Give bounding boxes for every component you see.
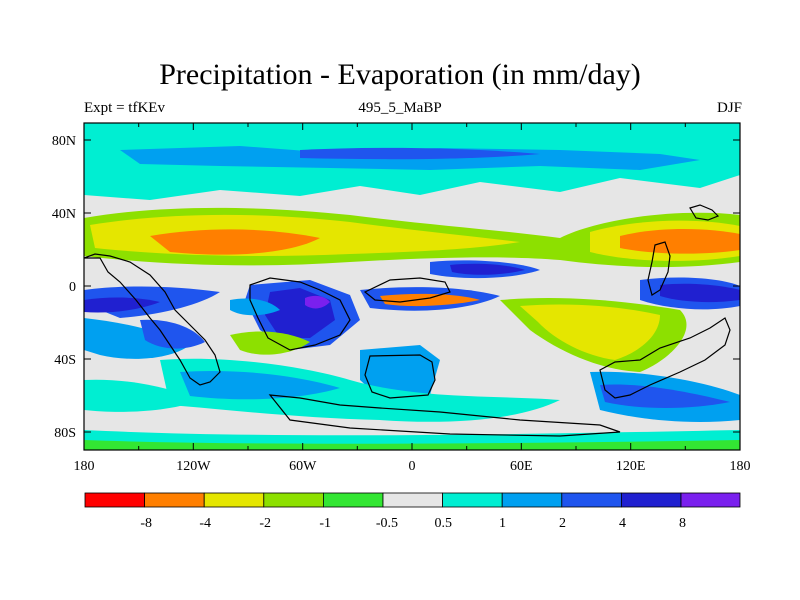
colorbar-label: 2 [559,516,566,531]
colorbar-label: -4 [199,516,211,531]
colorbar-box [322,492,384,508]
colorbar-box [84,492,145,508]
colorbar-box [263,492,324,508]
colorbar-box [501,492,563,508]
y-tick-label: 80N [52,134,76,149]
y-tick-label: 80S [54,426,76,441]
x-tick-label: 120W [176,459,211,474]
colorbar-label: 4 [619,516,626,531]
y-tick-marks [84,139,740,433]
x-tick-label: 0 [409,459,416,474]
x-tick-label: 60W [289,459,317,474]
colorbar-label: 1 [499,516,506,531]
colorbar-box [621,492,682,508]
colorbar-box [442,492,503,508]
colorbar-box [382,492,443,508]
period-label: 495_5_MaBP [358,100,442,116]
season-label: DJF [716,100,742,116]
colorbar-label: -1 [319,516,331,531]
colorbar-box [680,492,741,508]
y-tick-label: 40N [52,207,76,222]
colorbar-label: -0.5 [376,516,398,531]
y-tick-label: 0 [69,280,76,295]
colorbar-label: -2 [259,516,271,531]
x-tick-label: 180 [730,459,751,474]
colorbar-label: 0.5 [435,516,453,531]
x-tick-label: 180 [74,459,95,474]
x-tick-label: 60E [510,459,533,474]
colorbar-label: -8 [140,516,152,531]
coastline-outlines [84,204,731,437]
y-tick-label: 40S [54,353,76,368]
colorbar-box [561,492,622,508]
x-tick-label: 120E [616,459,646,474]
experiment-label: Expt = tfKEv [84,100,165,116]
colorbar-label: 8 [679,516,686,531]
colorbar [84,492,741,508]
colorbar-box [144,492,205,508]
x-tick-marks [83,123,741,450]
precip-minus-evap-field [84,123,740,450]
colorbar-box [203,492,265,508]
map-title: Precipitation - Evaporation (in mm/day) [159,58,641,91]
